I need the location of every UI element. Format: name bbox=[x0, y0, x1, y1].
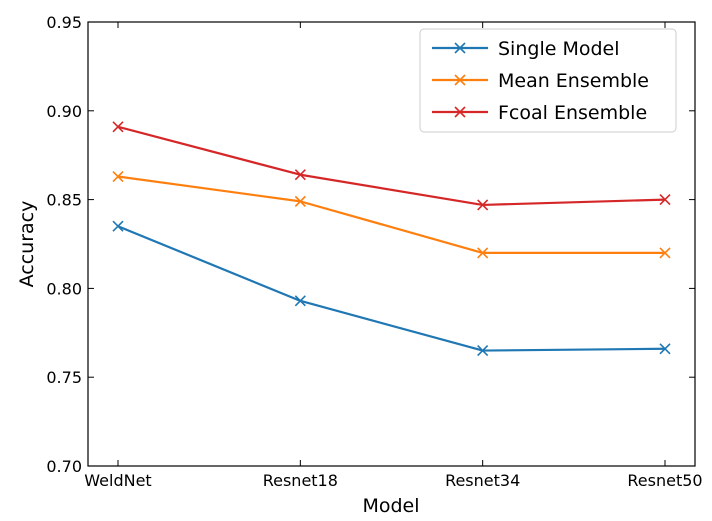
series-line bbox=[117, 225, 666, 352]
legend-swatch-marker bbox=[454, 74, 466, 86]
legend-entry: Mean Ensemble bbox=[432, 70, 649, 92]
y-tick-label: 0.95 bbox=[46, 13, 82, 32]
legend-entry: Single Model bbox=[432, 38, 620, 60]
legend-swatch-marker bbox=[454, 106, 466, 118]
legend-label: Mean Ensemble bbox=[498, 70, 649, 92]
y-axis-title: Accuracy bbox=[16, 201, 38, 288]
data-point bbox=[112, 121, 124, 133]
series-fcoal-ensemble bbox=[112, 121, 671, 211]
y-tick-label: 0.70 bbox=[46, 457, 82, 476]
legend-label: Fcoal Ensemble bbox=[498, 102, 647, 124]
data-point bbox=[294, 169, 306, 181]
legend-box bbox=[419, 28, 677, 133]
x-tick-label: Resnet50 bbox=[627, 471, 702, 490]
series-mean-ensemble bbox=[112, 170, 671, 259]
plot-area-frame bbox=[87, 21, 696, 467]
data-point bbox=[477, 344, 489, 357]
data-point bbox=[659, 194, 671, 206]
data-point bbox=[477, 247, 489, 259]
x-tick-label: Resnet18 bbox=[263, 471, 338, 490]
x-tick-label: WeldNet bbox=[84, 471, 151, 490]
legend-swatch-marker bbox=[454, 42, 466, 54]
y-tick-label: 0.80 bbox=[46, 279, 82, 298]
series-layer bbox=[112, 121, 671, 357]
y-tick-label: 0.90 bbox=[46, 102, 82, 121]
series-single-model bbox=[112, 220, 671, 357]
data-point bbox=[294, 195, 306, 207]
data-point bbox=[477, 199, 489, 211]
y-tick-label: 0.85 bbox=[46, 191, 82, 210]
y-tick-label: 0.75 bbox=[46, 368, 82, 387]
legend: Single Model Mean Ensemble Fcoal Ensemble bbox=[419, 28, 677, 133]
data-point bbox=[112, 170, 124, 183]
data-point bbox=[659, 343, 671, 355]
data-point bbox=[294, 295, 306, 307]
data-point bbox=[659, 247, 671, 259]
data-point bbox=[112, 220, 124, 232]
x-tick-label: Resnet34 bbox=[445, 471, 520, 490]
series-line bbox=[117, 125, 666, 207]
legend-label: Single Model bbox=[498, 38, 620, 60]
legend-entry: Fcoal Ensemble bbox=[432, 102, 647, 124]
ticks-layer: 0.70 0.75 0.80 0.85 0.90 0.95 WeldNet Resnet18 R… bbox=[46, 13, 702, 490]
x-axis-title: Model bbox=[362, 495, 419, 517]
series-line bbox=[117, 175, 665, 254]
